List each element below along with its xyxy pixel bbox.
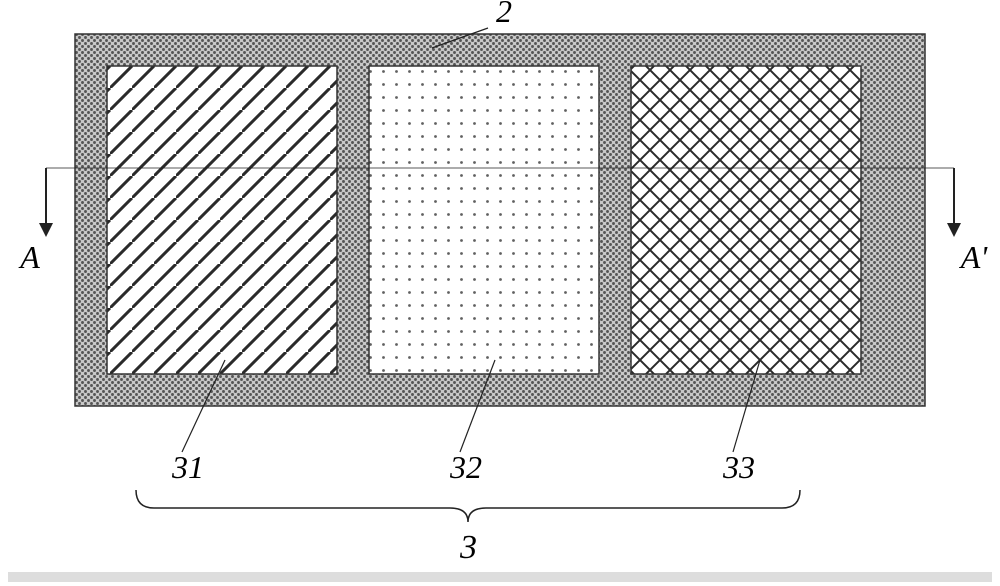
- cell-31: [107, 66, 337, 374]
- label-31: 31: [171, 449, 204, 485]
- cell-33: [631, 66, 861, 374]
- label-32: 32: [449, 449, 482, 485]
- cell-32: [369, 66, 599, 374]
- bottom-band: [8, 572, 992, 582]
- label-2: 2: [496, 0, 512, 29]
- label-3: 3: [459, 529, 477, 566]
- label-33: 33: [722, 449, 755, 485]
- section-label-a: A: [18, 239, 40, 275]
- brace-3: [136, 490, 800, 522]
- section-label-a-prime: A': [959, 239, 989, 275]
